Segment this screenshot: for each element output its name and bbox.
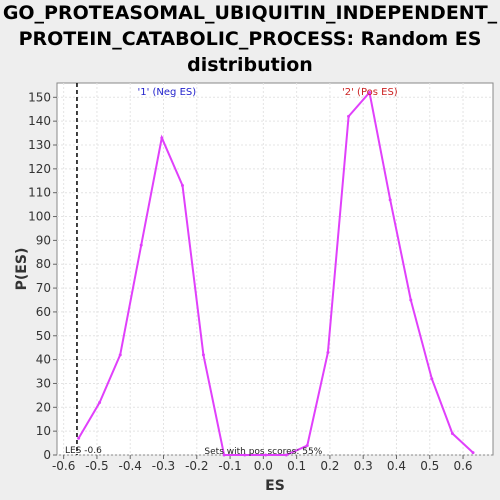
series-point [368, 91, 372, 95]
y-tick-label: 30 [36, 376, 51, 390]
x-tick-label: 0.1 [287, 459, 306, 473]
x-tick-label: -0.3 [152, 459, 175, 473]
series-point [388, 198, 392, 202]
series-point [409, 298, 413, 302]
pos-scores-text: Sets with pos scores: 55% [204, 447, 322, 457]
y-tick-label: 120 [28, 162, 51, 176]
y-tick-label: 20 [36, 400, 51, 414]
y-tick-label: 130 [28, 138, 51, 152]
series-point [450, 432, 454, 436]
chart-title: GO_PROTEASOMAL_UBIQUITIN_INDEPENDENT_ PR… [0, 0, 500, 78]
x-tick-label: -0.6 [52, 459, 75, 473]
y-tick-label: 60 [36, 305, 51, 319]
series-point [139, 243, 143, 247]
series-point [77, 436, 81, 440]
series-point [347, 114, 351, 118]
x-tick-label: 0.4 [387, 459, 406, 473]
chart-title-line-3: distribution [187, 54, 313, 76]
series-point [305, 443, 309, 447]
y-tick-label: 90 [36, 233, 51, 247]
series-point [98, 401, 102, 405]
x-tick-label: 0.2 [320, 459, 339, 473]
y-tick-label: 0 [43, 448, 51, 462]
y-tick-label: 40 [36, 353, 51, 367]
series-points [77, 91, 475, 457]
series-point [430, 377, 434, 381]
x-tick-label: -0.4 [119, 459, 142, 473]
x-tick-label: -0.2 [185, 459, 208, 473]
neg-es-label: '1' (Neg ES) [137, 87, 196, 98]
series-point [160, 136, 164, 140]
x-axis-label: ES [265, 478, 285, 494]
plot-area [56, 82, 494, 456]
pos-es-label: '2' (Pos ES) [342, 87, 398, 98]
x-tick-label: 0.6 [453, 459, 472, 473]
series-point [326, 350, 330, 354]
x-tick-label: 0.5 [420, 459, 439, 473]
x-tick-label: 0.3 [354, 459, 373, 473]
y-tick-label: 10 [36, 424, 51, 438]
series-point [264, 453, 268, 457]
y-tick-label: 140 [28, 114, 51, 128]
series-point [243, 453, 247, 457]
x-tick-label: -0.1 [218, 459, 241, 473]
series-point [471, 451, 475, 455]
series-point [284, 453, 288, 457]
series-point [222, 453, 226, 457]
series-line [77, 90, 474, 456]
les-text: LES -0.6 [65, 446, 102, 456]
x-tick-label: -0.5 [85, 459, 108, 473]
x-tick-label: 0.0 [254, 459, 273, 473]
axis-ticks: -0.6 -0.5 -0.4 -0.3 -0.2 -0.1 0.0 0.1 0.2 0.3 0.4 0… [28, 90, 472, 473]
y-tick-label: 110 [28, 186, 51, 200]
y-tick-label: 50 [36, 329, 51, 343]
y-tick-label: 100 [28, 210, 51, 224]
series-point [118, 353, 122, 357]
chart-title-line-2: PROTEIN_CATABOLIC_PROCESS: Random ES [18, 28, 482, 50]
chart-title-line-1: GO_PROTEASOMAL_UBIQUITIN_INDEPENDENT_ [2, 2, 498, 24]
y-tick-label: 150 [28, 90, 51, 104]
y-axis-label: P(ES) [14, 248, 30, 291]
y-tick-label: 70 [36, 281, 51, 295]
y-tick-label: 80 [36, 257, 51, 271]
grid [57, 83, 493, 456]
series-point [180, 184, 184, 188]
series-point [201, 353, 205, 357]
